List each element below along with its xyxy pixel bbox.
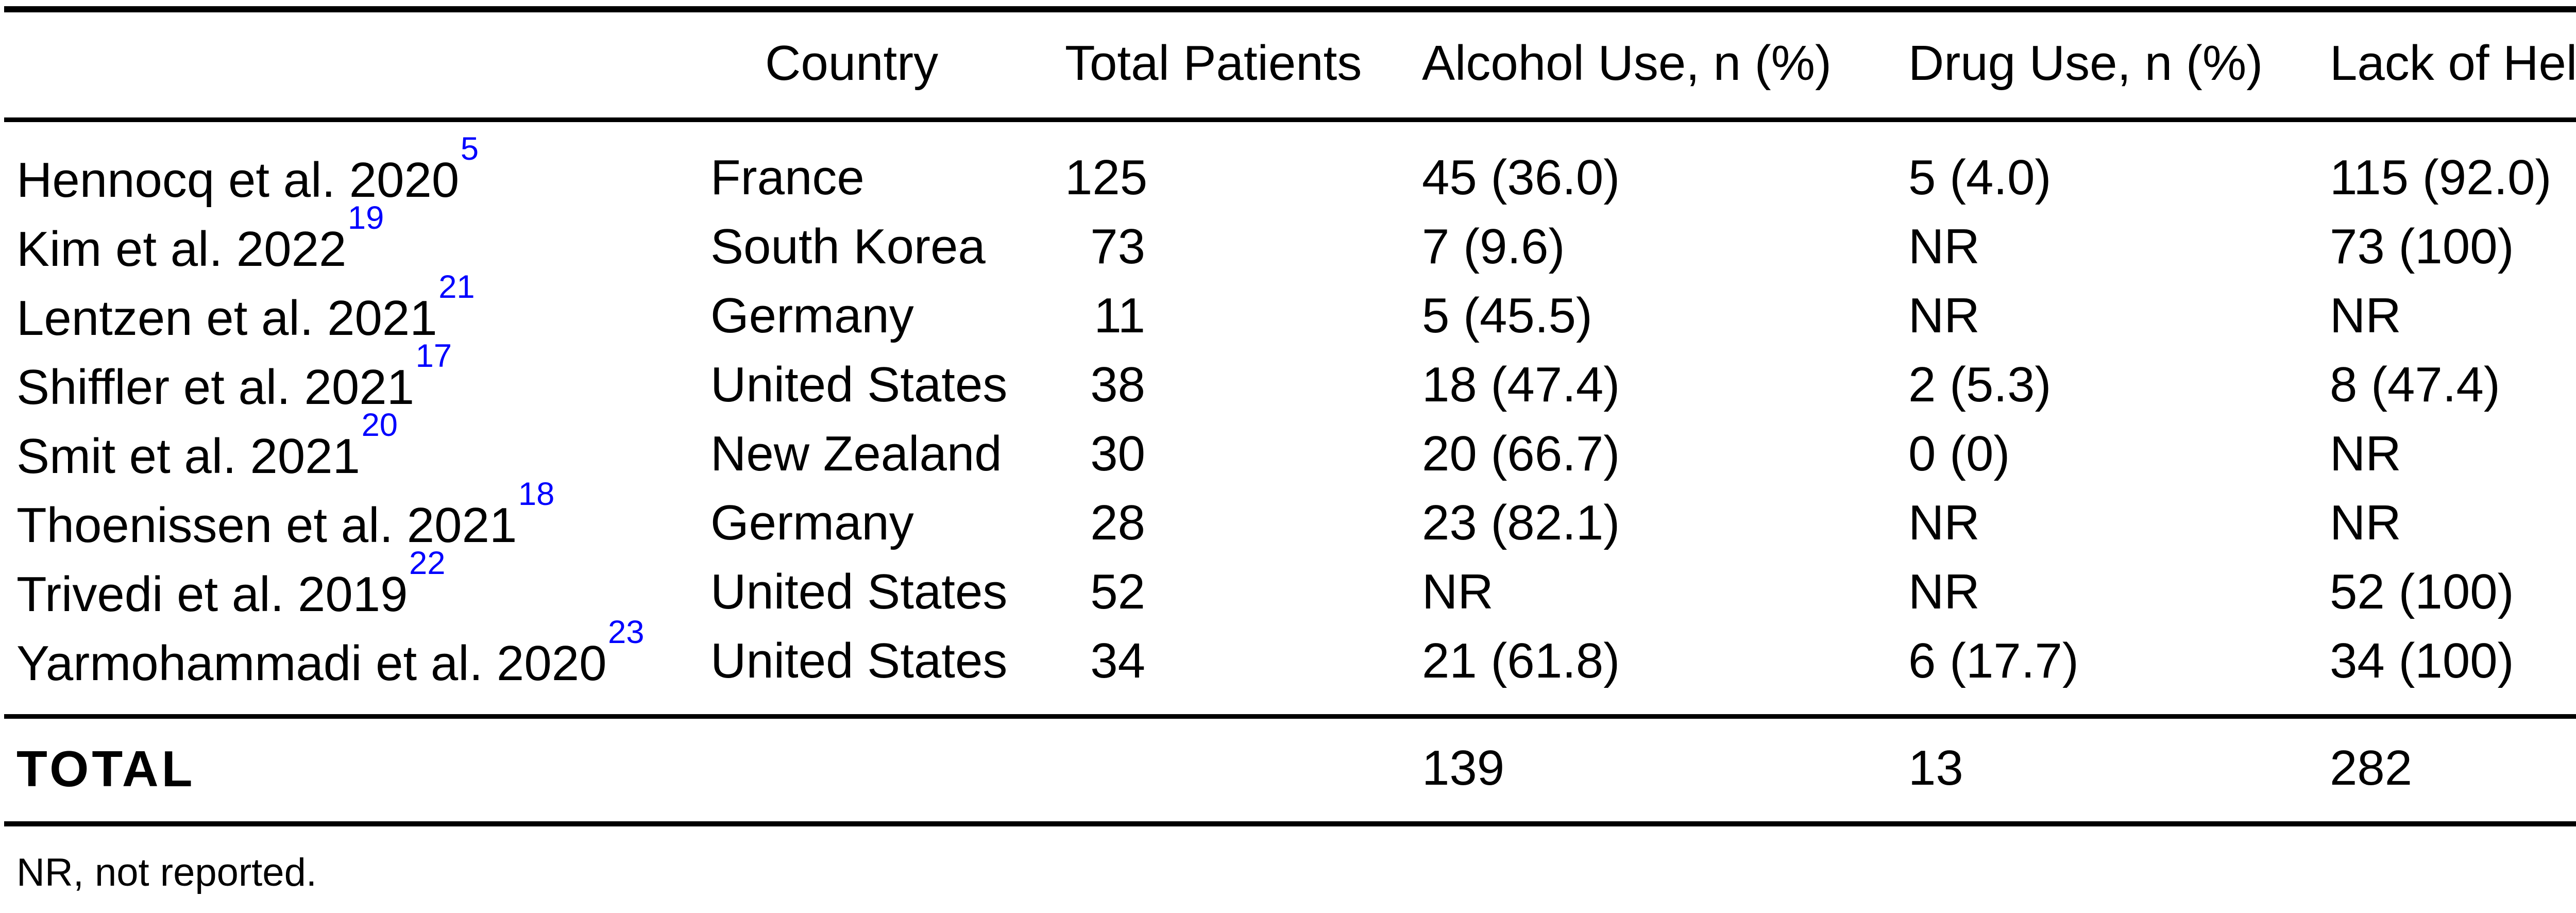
alcohol-use-cell: 45 (36.0) <box>1422 150 1620 205</box>
reference-link[interactable]: 20 <box>361 407 398 443</box>
total-row-label: TOTAL <box>16 740 196 797</box>
study-citation: Thoenissen et al. 202118 <box>16 478 554 553</box>
table-pretotal-rule <box>4 714 2576 719</box>
total-helmet-use-cell: 282 <box>2330 740 2413 796</box>
reference-link[interactable]: 22 <box>409 545 446 581</box>
study-citation: Shiffler et al. 202117 <box>16 340 452 415</box>
study-name: Yarmohammadi et al. 2020 <box>16 636 607 691</box>
helmet-use-cell: NR <box>2330 426 2401 481</box>
country-cell: New Zealand <box>710 426 1002 481</box>
drug-use-cell: 6 (17.7) <box>1908 633 2079 688</box>
study-citation: Smit et al. 202120 <box>16 409 398 484</box>
column-header-alcohol-use: Alcohol Use, n (%) <box>1422 36 1832 91</box>
reference-link[interactable]: 21 <box>438 268 475 305</box>
alcohol-use-cell: 21 (61.8) <box>1422 633 1620 688</box>
total-alcohol-use-cell: 139 <box>1422 740 1505 796</box>
total-patients-cell: 34 <box>1090 633 1145 688</box>
reference-link[interactable]: 5 <box>460 130 479 167</box>
country-cell: United States <box>710 564 1008 619</box>
alcohol-use-cell: 5 (45.5) <box>1422 288 1592 343</box>
table-header-rule <box>4 117 2576 122</box>
total-patients-cell: 28 <box>1090 495 1145 550</box>
total-drug-use-cell: 13 <box>1908 740 1963 796</box>
table-footnote: NR, not reported. <box>16 851 317 894</box>
alcohol-use-cell: 7 (9.6) <box>1422 219 1565 274</box>
column-header-total-patients: Total Patients <box>1065 36 1362 91</box>
study-name: Lentzen et al. 2021 <box>16 291 437 346</box>
drug-use-cell: 5 (4.0) <box>1908 150 2052 205</box>
table-top-rule <box>4 6 2576 12</box>
drug-use-cell: NR <box>1908 219 1980 274</box>
helmet-use-cell: 8 (47.4) <box>2330 357 2500 412</box>
alcohol-use-cell: NR <box>1422 564 1494 619</box>
study-citation: Hennocq et al. 20205 <box>16 132 479 208</box>
country-cell: France <box>710 150 865 205</box>
study-name: Smit et al. 2021 <box>16 429 361 484</box>
reference-link[interactable]: 18 <box>518 476 555 512</box>
country-cell: Germany <box>710 495 914 550</box>
helmet-use-cell: 52 (100) <box>2330 564 2514 619</box>
table-bottom-rule <box>4 821 2576 826</box>
reference-link[interactable]: 19 <box>347 199 384 236</box>
column-header-country: Country <box>765 36 939 91</box>
helmet-use-cell: 34 (100) <box>2330 633 2514 688</box>
study-citation: Kim et al. 202219 <box>16 201 384 277</box>
country-cell: Germany <box>710 288 914 343</box>
helmet-use-cell: NR <box>2330 288 2401 343</box>
total-patients-cell: 30 <box>1090 426 1145 481</box>
drug-use-cell: NR <box>1908 564 1980 619</box>
study-citation: Yarmohammadi et al. 202023 <box>16 616 645 691</box>
total-patients-cell: 38 <box>1090 357 1145 412</box>
study-name: Shiffler et al. 2021 <box>16 360 415 415</box>
column-header-drug-use: Drug Use, n (%) <box>1908 36 2263 91</box>
drug-use-cell: NR <box>1908 495 1980 550</box>
drug-use-cell: 0 (0) <box>1908 426 2010 481</box>
country-cell: South Korea <box>710 219 986 274</box>
total-patients-cell: 125 <box>1065 150 1148 205</box>
helmet-use-cell: 73 (100) <box>2330 219 2514 274</box>
study-name: Trivedi et al. 2019 <box>16 567 408 622</box>
study-name: Kim et al. 2022 <box>16 222 347 277</box>
alcohol-use-cell: 23 (82.1) <box>1422 495 1620 550</box>
column-header-helmet-use: Lack of Helmet Use, n (%) <box>2330 36 2576 91</box>
reference-link[interactable]: 17 <box>415 337 452 374</box>
total-patients-cell: 11 <box>1094 288 1145 343</box>
alcohol-use-cell: 18 (47.4) <box>1422 357 1620 412</box>
total-patients-cell: 52 <box>1090 564 1145 619</box>
drug-use-cell: 2 (5.3) <box>1908 357 2052 412</box>
study-citation: Trivedi et al. 201922 <box>16 547 446 622</box>
reference-link[interactable]: 23 <box>608 614 645 650</box>
helmet-use-cell: NR <box>2330 495 2401 550</box>
study-citation: Lentzen et al. 202121 <box>16 270 475 346</box>
country-cell: United States <box>710 357 1008 412</box>
country-cell: United States <box>710 633 1008 688</box>
study-name: Thoenissen et al. 2021 <box>16 498 517 553</box>
drug-use-cell: NR <box>1908 288 1980 343</box>
study-name: Hennocq et al. 2020 <box>16 153 460 208</box>
total-patients-cell: 73 <box>1090 219 1145 274</box>
alcohol-use-cell: 20 (66.7) <box>1422 426 1620 481</box>
helmet-use-cell: 115 (92.0) <box>2330 150 2552 205</box>
